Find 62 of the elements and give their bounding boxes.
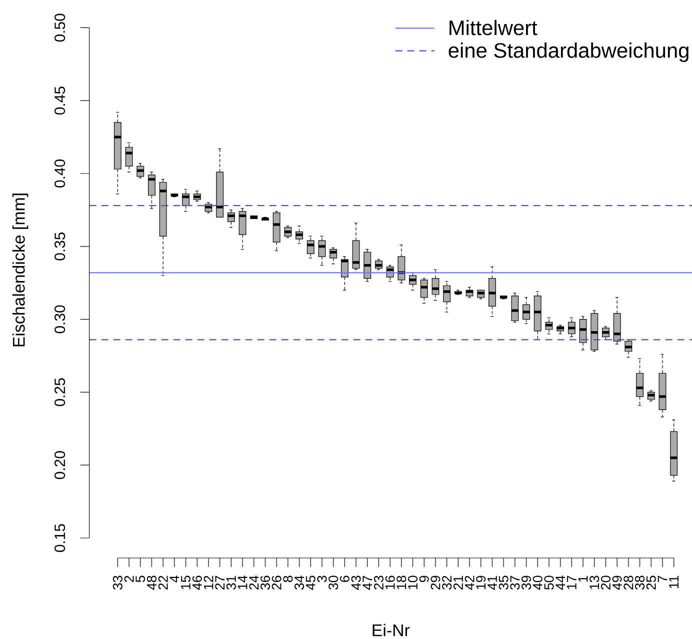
x-tick-label: 31 [226, 576, 236, 590]
legend-label: eine Standardabweichung [448, 42, 688, 62]
legend-label: Mittelwert [450, 20, 538, 36]
x-tick-label: 5 [136, 576, 146, 582]
x-tick-label: 12 [204, 576, 214, 590]
y-tick-label: 0.30 [54, 305, 66, 334]
x-tick-label: 15 [181, 576, 190, 590]
x-tick-label: 14 [238, 576, 248, 590]
x-axis-title: Ei-Nr [372, 624, 410, 636]
x-tick-label: 34 [294, 576, 304, 590]
x-tick-label: 28 [624, 576, 634, 590]
x-tick-label: 44 [556, 576, 565, 590]
x-tick-label: 11 [669, 576, 678, 588]
x-tick-label: 49 [612, 576, 622, 590]
y-tick-label: 0.35 [54, 232, 66, 260]
x-tick-label: 26 [272, 576, 282, 590]
x-tick-label: 42 [464, 576, 474, 590]
x-tick-label: 20 [600, 576, 610, 590]
x-tick-label: 39 [522, 576, 532, 590]
x-tick-label: 29 [430, 576, 440, 590]
x-tick-label: 40 [532, 576, 542, 590]
x-tick-label: 10 [408, 576, 418, 590]
y-tick-label: 0.50 [54, 14, 66, 42]
x-tick-label: 23 [374, 576, 384, 590]
y-tick-label: 0.20 [54, 451, 66, 480]
x-tick-label: 9 [419, 576, 429, 582]
x-tick-label: 16 [385, 576, 395, 590]
x-tick-label: 38 [635, 576, 645, 590]
x-tick-label: 30 [328, 576, 338, 590]
y-tick-label: 0.15 [54, 524, 66, 552]
x-tick-label: 6 [340, 576, 350, 582]
x-tick-label: 50 [544, 576, 554, 590]
x-tick-label: 22 [158, 576, 168, 590]
x-tick-label: 48 [146, 576, 156, 590]
x-tick-label: 27 [215, 576, 225, 590]
x-tick-label: 46 [192, 576, 202, 590]
x-tick-label: 3 [317, 576, 327, 582]
x-tick-label: 7 [658, 576, 668, 582]
y-tick-label: 0.40 [54, 160, 66, 188]
x-tick-label: 8 [283, 576, 293, 582]
y-axis-title: Eischalendicke [mm] [12, 194, 28, 346]
x-tick-label: 47 [362, 576, 372, 590]
x-tick-label: 21 [453, 576, 463, 590]
y-tick-label: 0.25 [54, 378, 66, 406]
x-tick-label: 17 [567, 576, 576, 590]
x-tick-label: 13 [590, 576, 600, 590]
x-tick-label: 36 [260, 576, 270, 590]
x-tick-label: 41 [488, 576, 497, 590]
x-tick-label: 25 [646, 576, 656, 590]
y-tick-label: 0.45 [54, 86, 66, 115]
x-tick-label: 2 [124, 576, 134, 582]
x-tick-label: 24 [249, 576, 259, 590]
x-tick-label: 43 [351, 576, 361, 590]
x-tick-label: 18 [396, 576, 406, 590]
x-tick-label: 1 [578, 576, 588, 582]
x-tick-label: 32 [442, 576, 452, 590]
x-tick-label: 37 [510, 576, 520, 590]
x-tick-label: 19 [476, 576, 486, 590]
x-tick-label: 33 [112, 576, 122, 590]
x-tick-label: 4 [170, 576, 180, 582]
x-tick-label: 45 [306, 576, 316, 590]
x-tick-label: 35 [498, 576, 508, 590]
